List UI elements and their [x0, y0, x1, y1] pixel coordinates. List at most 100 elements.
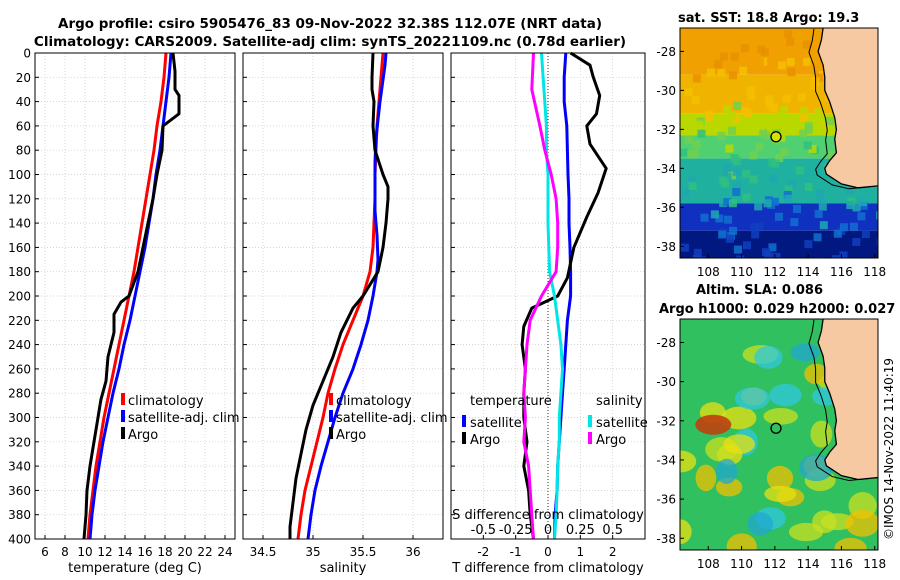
sst-cell [732, 181, 741, 190]
y-tick-label: 240 [8, 338, 31, 352]
series-line-argo [82, 52, 181, 540]
sst-cell [692, 140, 701, 149]
y-tick-label: 0 [23, 47, 31, 61]
map-y-tick-label: -28 [656, 45, 676, 59]
coastline [817, 319, 878, 481]
sst-cell [787, 180, 796, 189]
map-x-tick-label: 118 [863, 265, 886, 279]
y-tick-label: 380 [8, 508, 31, 522]
map-y-tick-label: -38 [656, 532, 676, 546]
legend-swatch [588, 415, 592, 427]
series-line-s-satellite [540, 52, 564, 540]
sst-cell [693, 255, 702, 258]
sst-cell [768, 62, 777, 71]
map-y-tick-label: -28 [656, 336, 676, 350]
x-tick-label: 20 [177, 545, 192, 559]
y-tick-label: 140 [8, 217, 31, 231]
sst-cell [742, 193, 751, 202]
sst-cell [818, 202, 827, 211]
sst-cell [845, 186, 854, 195]
y-tick-label: 280 [8, 387, 31, 401]
sst-cell [826, 117, 835, 126]
y-tick-label: 320 [8, 435, 31, 449]
legend-entry-s-argo: Argo [596, 433, 626, 448]
sst-cell [751, 230, 760, 239]
x-tick-label: -1 [510, 545, 522, 559]
x-tick-label: 34.5 [250, 545, 277, 559]
map-frame [679, 318, 879, 551]
x-axis-label: T difference from climatology [451, 561, 644, 576]
legend-swatch [588, 432, 592, 444]
sla-eddy [764, 485, 797, 503]
sst-cell [680, 148, 689, 157]
sst-cell [730, 154, 739, 163]
series-line-argo [288, 52, 390, 539]
map-frame [679, 27, 879, 259]
title-line-2: Climatology: CARS2009. Satellite-adj cli… [34, 34, 626, 50]
x-tick-label: 0 [544, 545, 552, 559]
legend-entry: satellite-adj. clim [128, 411, 240, 426]
sst-cell [849, 222, 858, 231]
map-x-tick-label: 114 [797, 265, 820, 279]
sst-cell [721, 179, 730, 188]
sst-cell [697, 129, 706, 138]
legend-entry: satellite-adj. clim [336, 411, 448, 426]
series-line-t-argo [520, 51, 608, 540]
x-tick-label: 14 [117, 545, 132, 559]
sla-eddy [754, 346, 783, 369]
sst-cell [876, 238, 878, 247]
x-tick-label: 22 [197, 545, 212, 559]
temperature-panel: 6 8 10 12 14 16 18 20 22 240204060801001201401601… [8, 47, 240, 577]
sst-cell [763, 199, 772, 208]
sst-cell [859, 198, 868, 207]
x-tick-label: 35.5 [350, 545, 377, 559]
legend-swatch [121, 393, 125, 405]
sst-cell [732, 187, 741, 196]
sst-cell [771, 159, 780, 168]
legend-swatch [329, 427, 333, 439]
sst-cell [793, 204, 802, 213]
sst-cell [723, 198, 732, 207]
sst-cell [799, 113, 808, 122]
sst-cell [726, 30, 735, 39]
sst-cell [774, 212, 783, 221]
sst-cell [705, 112, 714, 121]
sst-cell [764, 250, 773, 258]
y-tick-label: 400 [8, 533, 31, 547]
y-tick-label: 300 [8, 411, 31, 425]
sst-cell [797, 93, 806, 102]
sst-cell [754, 202, 763, 211]
sst-cell [806, 115, 815, 124]
map-field [680, 28, 878, 258]
sst-cell [802, 57, 811, 66]
sst-cell [802, 40, 811, 49]
map-y-tick-label: -34 [656, 162, 676, 176]
legend-entry: Argo [336, 428, 366, 443]
land [818, 28, 878, 188]
sst-cell [681, 243, 690, 252]
sst-cell [687, 150, 696, 159]
sst-cell [733, 245, 742, 254]
s-tick-label: 0.5 [602, 523, 623, 538]
sst-cell [740, 44, 749, 53]
sst-cell [714, 60, 723, 69]
sst-cell [750, 223, 759, 232]
sst-cell [718, 230, 727, 239]
sst-cell [756, 36, 765, 45]
sst-cell [816, 195, 825, 204]
y-tick-label: 120 [8, 192, 31, 206]
sst-cell [877, 103, 878, 112]
sst-cell [681, 31, 690, 40]
sst-cell [691, 96, 700, 105]
sst-cell [780, 105, 789, 114]
title-line-1: Argo profile: csiro 5905476_83 09-Nov-20… [58, 16, 602, 32]
y-tick-label: 20 [16, 71, 31, 85]
map-y-tick-label: -38 [656, 240, 676, 254]
sst-cell [755, 57, 764, 66]
x-tick-label: -2 [477, 545, 489, 559]
sst-cell [790, 218, 799, 227]
sst-cell [852, 237, 861, 246]
y-tick-label: 80 [16, 144, 31, 158]
sst-cell [769, 103, 778, 112]
